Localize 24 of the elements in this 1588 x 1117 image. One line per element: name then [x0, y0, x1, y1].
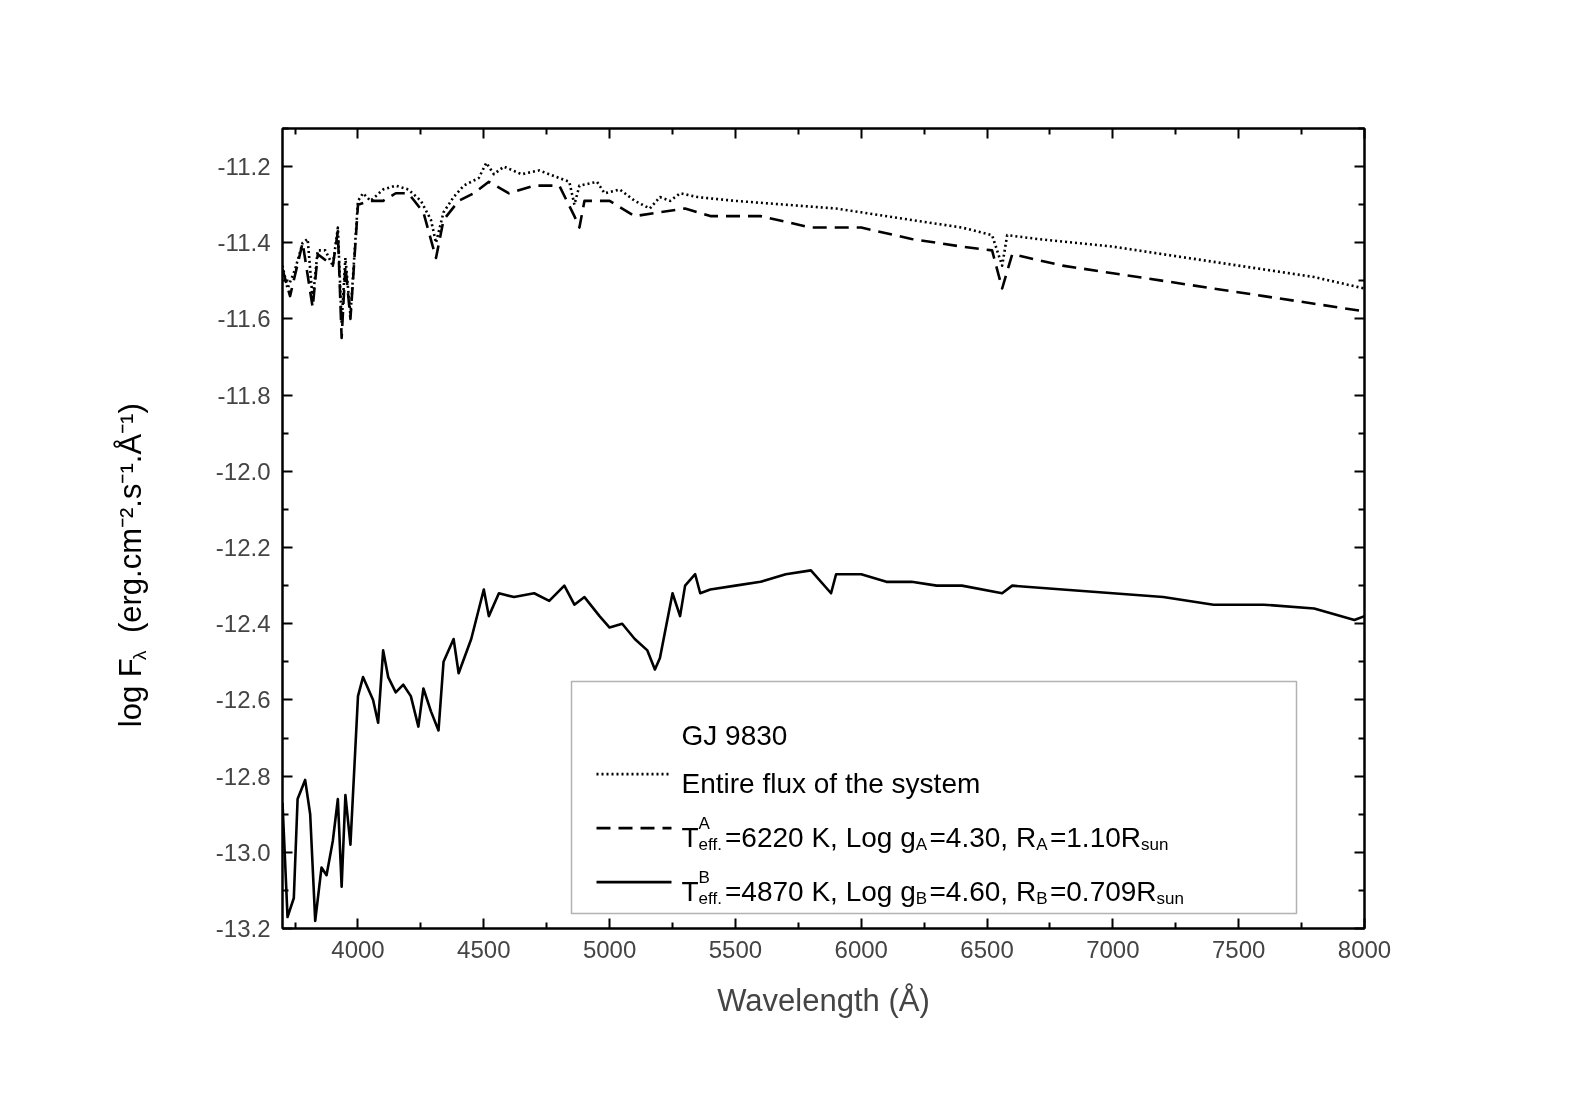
y-tick-label: -11.2: [217, 153, 271, 181]
y-tick-label: -11.6: [217, 305, 271, 333]
y-axis-title: log Fλ (erg.cm⁻².s⁻¹.Å⁻¹): [113, 403, 150, 728]
x-tick-label: 5000: [582, 935, 637, 963]
x-tick-label: 4000: [331, 935, 385, 963]
y-tick-label: -12.6: [215, 686, 271, 714]
x-tick-label: 7000: [1086, 935, 1140, 963]
x-tick-label: 6500: [960, 935, 1014, 963]
legend-title: GJ 9830: [681, 719, 788, 751]
y-tick-label: -13.0: [215, 838, 271, 866]
y-tick-label: -11.4: [217, 229, 271, 257]
y-tick-label: -12.2: [215, 534, 271, 562]
legend-label: Entire flux of the system: [681, 767, 981, 799]
x-axis-title: Wavelength (Å): [717, 982, 930, 1018]
y-tick-label: -13.2: [215, 915, 271, 942]
x-tick-label: 4500: [457, 935, 511, 963]
y-tick-label: -12.8: [215, 762, 271, 790]
x-tick-label: 5500: [708, 935, 763, 963]
y-tick-label: -12.0: [215, 457, 271, 485]
x-tick-label: 6000: [834, 935, 888, 963]
x-tick-label: 8000: [1337, 935, 1392, 963]
x-tick-label: 7500: [1211, 935, 1266, 963]
y-tick-label: -11.8: [217, 381, 271, 409]
y-tick-label: -12.4: [215, 610, 271, 638]
